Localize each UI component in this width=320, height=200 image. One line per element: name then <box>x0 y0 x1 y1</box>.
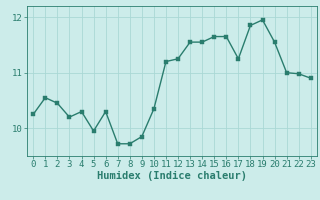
X-axis label: Humidex (Indice chaleur): Humidex (Indice chaleur) <box>97 171 247 181</box>
